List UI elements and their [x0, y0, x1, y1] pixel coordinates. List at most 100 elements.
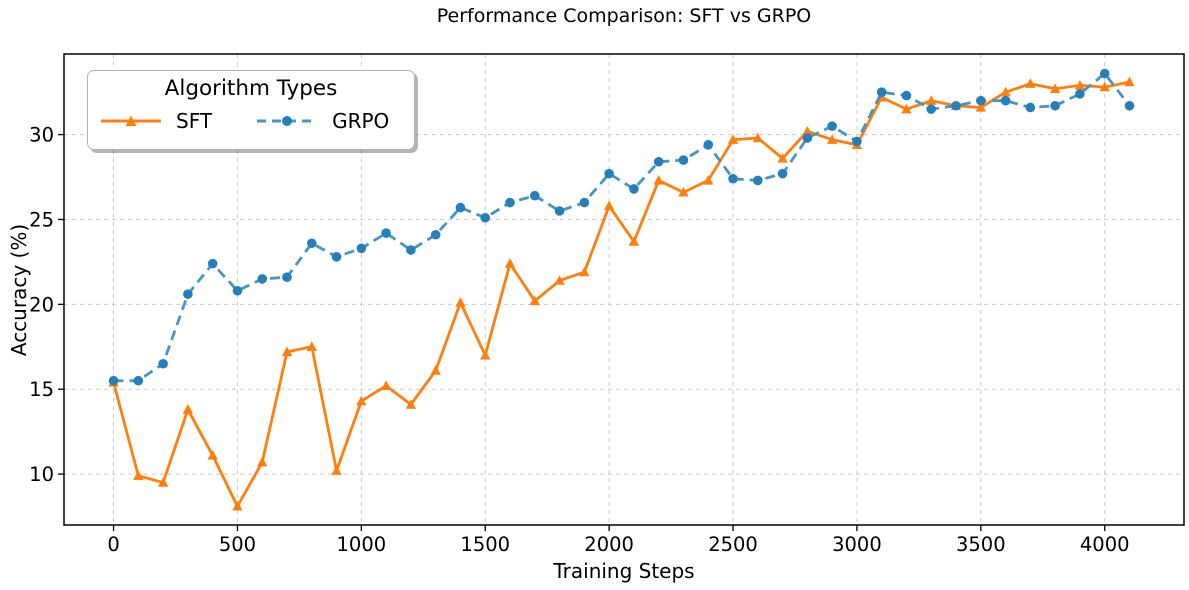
sft-marker — [356, 395, 367, 406]
grpo-marker — [529, 190, 540, 201]
sft-marker — [331, 465, 342, 475]
plot-spines — [63, 53, 1185, 526]
sft-marker — [777, 152, 788, 163]
y-tick-label: 20 — [29, 293, 54, 316]
legend-item-grpo: GRPO — [256, 109, 389, 133]
grpo-marker — [579, 197, 590, 208]
grpo-marker — [777, 168, 788, 179]
x-tick-label: 2000 — [584, 533, 634, 556]
x-axis-label: Training Steps — [553, 559, 695, 583]
chart-title: Performance Comparison: SFT vs GRPO — [436, 5, 812, 27]
grpo-marker — [901, 90, 912, 101]
sft-marker — [653, 175, 664, 185]
grpo-marker — [505, 197, 515, 208]
x-tick-label: 500 — [219, 533, 256, 556]
sft-marker — [975, 102, 987, 112]
x-tick-label: 3000 — [832, 533, 882, 556]
grpo-marker — [554, 206, 565, 216]
grpo-marker — [183, 289, 193, 299]
grpo-marker — [282, 272, 292, 282]
sft-marker — [678, 186, 689, 197]
x-tick-label: 1500 — [460, 533, 510, 556]
x-tick-label: 3500 — [956, 533, 1006, 556]
sft-marker — [752, 132, 764, 143]
grpo-marker — [678, 155, 689, 165]
grpo-marker — [381, 228, 391, 238]
grpo-marker — [1099, 68, 1110, 79]
grpo-marker — [926, 104, 937, 114]
sft-marker — [554, 275, 565, 285]
sft-marker — [306, 341, 317, 351]
grpo-marker — [653, 156, 664, 167]
y-axis-label: Accuracy (%) — [7, 223, 31, 357]
sft-marker — [1049, 83, 1061, 93]
grpo-marker — [827, 121, 837, 131]
grpo-marker — [480, 212, 491, 223]
y-tick-label: 25 — [29, 208, 54, 231]
grpo-marker — [604, 168, 614, 179]
grpo-marker — [1075, 89, 1085, 99]
sft-marker — [802, 125, 813, 136]
sft-marker — [727, 134, 739, 144]
grpo-marker — [1050, 100, 1060, 111]
x-tick-label: 4000 — [1080, 533, 1130, 556]
sft-marker — [405, 399, 417, 409]
sft-marker — [1124, 76, 1135, 87]
sft-marker — [1099, 81, 1110, 92]
legend-title: Algorithm Types — [164, 76, 338, 101]
x-tick-label: 2500 — [708, 533, 758, 556]
grpo-marker — [356, 243, 367, 254]
grpo-marker — [331, 252, 342, 262]
sft-marker — [603, 200, 615, 211]
sft-marker — [157, 477, 169, 487]
grpo-marker — [455, 202, 466, 213]
sft-marker — [703, 175, 714, 185]
sft-marker — [826, 134, 838, 144]
grpo-marker — [852, 136, 862, 147]
grpo-marker — [629, 184, 639, 194]
grpo-line-sample-icon — [257, 115, 318, 126]
grpo-marker — [158, 358, 168, 369]
grpo-marker — [207, 258, 218, 269]
legend-item-sft: SFT — [100, 109, 212, 133]
sft-marker — [430, 365, 441, 375]
y-tick-label: 15 — [29, 378, 54, 401]
grpo-marker — [133, 375, 144, 386]
sft-marker — [380, 380, 392, 391]
sft-marker — [207, 450, 218, 460]
sft-marker — [455, 297, 466, 307]
sft-marker — [529, 295, 540, 306]
grpo-marker — [753, 175, 763, 186]
grpo-marker — [703, 140, 714, 150]
grpo-marker — [430, 229, 441, 240]
sft-marker — [480, 349, 491, 360]
grpo-marker — [306, 238, 317, 249]
sft-marker — [281, 346, 293, 357]
sft-marker — [1025, 78, 1036, 88]
grpo-marker — [976, 95, 986, 106]
sft-marker — [182, 404, 194, 414]
sft-line-sample-icon — [101, 115, 161, 126]
grpo-marker — [876, 87, 887, 97]
grpo-marker — [1025, 102, 1036, 113]
sft-marker — [257, 456, 268, 467]
grpo-marker — [951, 100, 961, 111]
legend: Algorithm Types SFT GRPO — [87, 70, 415, 150]
legend-items: SFT GRPO — [88, 102, 414, 133]
y-tick-label: 10 — [29, 463, 54, 486]
grpo-marker — [1124, 100, 1135, 111]
sft-marker — [1000, 86, 1011, 97]
sft-marker — [232, 500, 243, 511]
grpo-marker — [108, 375, 119, 386]
x-tick-label: 1000 — [337, 533, 387, 556]
grpo-marker — [802, 133, 813, 143]
sft-marker — [926, 95, 937, 105]
sft-marker — [504, 258, 516, 268]
sft-marker — [628, 236, 640, 246]
grpo-marker — [232, 285, 243, 296]
grpo-marker — [728, 173, 738, 184]
y-tick-label: 30 — [29, 124, 54, 147]
grpo-marker — [1000, 95, 1011, 106]
